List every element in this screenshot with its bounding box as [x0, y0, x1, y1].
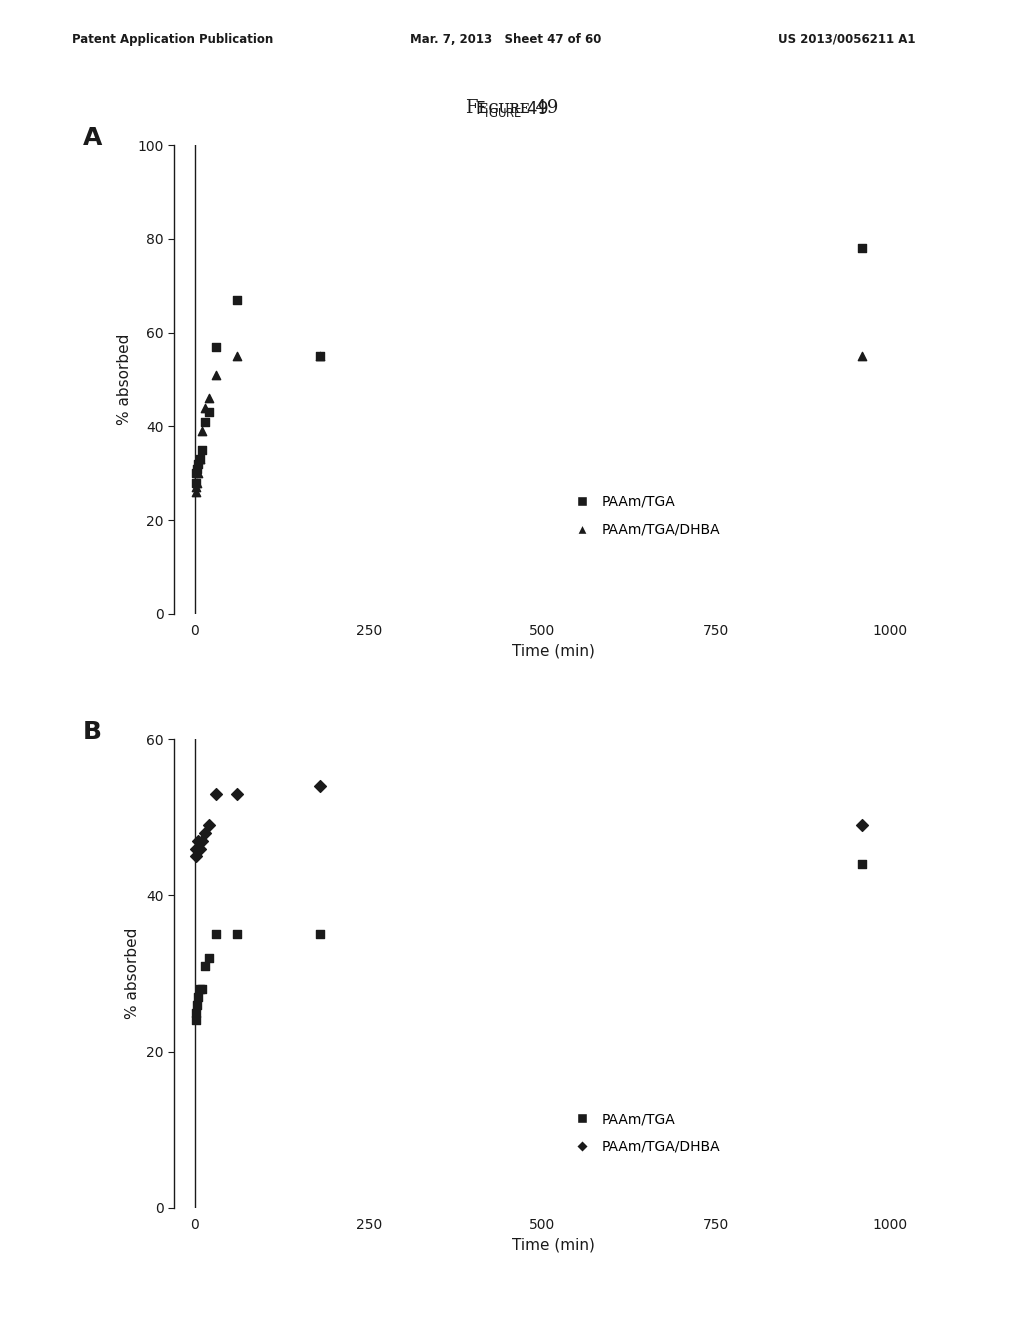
- Text: A: A: [83, 127, 102, 150]
- Point: [198, 411, 214, 432]
- Y-axis label: % absorbed: % absorbed: [126, 928, 140, 1019]
- Legend: PAAm/TGA, PAAm/TGA/DHBA: PAAm/TGA, PAAm/TGA/DHBA: [568, 1113, 720, 1154]
- Text: B: B: [83, 721, 102, 744]
- Point: [187, 846, 204, 867]
- X-axis label: Time (min): Time (min): [512, 1238, 594, 1253]
- Point: [201, 814, 217, 836]
- Point: [188, 463, 205, 484]
- Point: [187, 482, 204, 503]
- Text: US 2013/0056211 A1: US 2013/0056211 A1: [778, 33, 915, 46]
- Point: [191, 449, 208, 470]
- Point: [194, 978, 210, 999]
- Point: [194, 830, 210, 851]
- Point: [208, 364, 224, 385]
- Point: [208, 337, 224, 358]
- Point: [312, 346, 329, 367]
- Text: Fᴇɢᴜʀᴇ 49: Fᴇɢᴜʀᴇ 49: [466, 99, 558, 117]
- Point: [188, 994, 205, 1015]
- Point: [854, 854, 870, 875]
- Point: [191, 449, 208, 470]
- Point: [188, 473, 205, 494]
- Point: [188, 1002, 205, 1023]
- Point: [208, 783, 224, 804]
- Point: [312, 924, 329, 945]
- Point: [188, 838, 205, 859]
- Point: [312, 776, 329, 797]
- Point: [188, 838, 205, 859]
- Point: [198, 397, 214, 418]
- Point: [228, 289, 245, 310]
- Point: [190, 986, 207, 1007]
- Point: [208, 924, 224, 945]
- Point: [194, 421, 210, 442]
- X-axis label: Time (min): Time (min): [512, 644, 594, 659]
- Legend: PAAm/TGA, PAAm/TGA/DHBA: PAAm/TGA, PAAm/TGA/DHBA: [568, 495, 720, 536]
- Point: [191, 838, 208, 859]
- Point: [191, 978, 208, 999]
- Point: [194, 440, 210, 461]
- Point: [228, 924, 245, 945]
- Point: [228, 783, 245, 804]
- Point: [198, 822, 214, 843]
- Point: [201, 401, 217, 422]
- Point: [187, 473, 204, 494]
- Point: [201, 948, 217, 969]
- Text: Mar. 7, 2013   Sheet 47 of 60: Mar. 7, 2013 Sheet 47 of 60: [410, 33, 601, 46]
- Text: Patent Application Publication: Patent Application Publication: [72, 33, 273, 46]
- Point: [187, 1010, 204, 1031]
- Text: $\mathregular{F}_{\mathregular{IGURE}}$ 49: $\mathregular{F}_{\mathregular{IGURE}}$ …: [475, 99, 549, 119]
- Point: [190, 463, 207, 484]
- Point: [854, 238, 870, 259]
- Point: [854, 346, 870, 367]
- Point: [198, 956, 214, 977]
- Y-axis label: % absorbed: % absorbed: [117, 334, 132, 425]
- Point: [201, 388, 217, 409]
- Point: [854, 814, 870, 836]
- Point: [190, 453, 207, 474]
- Point: [188, 458, 205, 479]
- Point: [190, 830, 207, 851]
- Point: [228, 346, 245, 367]
- Point: [312, 346, 329, 367]
- Point: [188, 477, 205, 498]
